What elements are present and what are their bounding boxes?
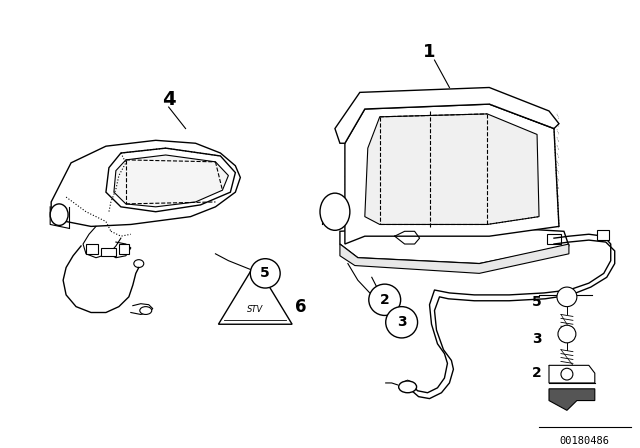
Circle shape xyxy=(561,368,573,380)
Text: 1: 1 xyxy=(423,43,436,61)
Polygon shape xyxy=(51,140,241,226)
Polygon shape xyxy=(365,114,539,224)
Polygon shape xyxy=(335,87,559,143)
Ellipse shape xyxy=(320,193,350,230)
Text: 4: 4 xyxy=(162,90,175,109)
Text: 3: 3 xyxy=(397,315,406,329)
Circle shape xyxy=(557,287,577,306)
Text: 5: 5 xyxy=(260,267,270,280)
Polygon shape xyxy=(218,263,292,324)
Polygon shape xyxy=(340,244,569,273)
Text: 2: 2 xyxy=(380,293,390,307)
Polygon shape xyxy=(340,224,569,263)
Text: 3: 3 xyxy=(532,332,542,346)
Ellipse shape xyxy=(140,306,152,314)
Text: 2: 2 xyxy=(532,366,542,380)
Bar xyxy=(86,244,98,254)
Circle shape xyxy=(558,325,576,343)
Bar xyxy=(547,234,561,244)
Bar xyxy=(101,248,116,256)
Ellipse shape xyxy=(50,204,68,225)
Text: STV: STV xyxy=(247,305,264,314)
Polygon shape xyxy=(549,365,595,383)
Circle shape xyxy=(369,284,401,315)
Ellipse shape xyxy=(134,260,144,267)
Polygon shape xyxy=(106,148,236,212)
Bar xyxy=(596,230,609,240)
Circle shape xyxy=(386,306,417,338)
Polygon shape xyxy=(114,155,228,207)
Polygon shape xyxy=(345,104,559,244)
Text: 5: 5 xyxy=(532,295,542,309)
Bar xyxy=(119,244,129,254)
Ellipse shape xyxy=(399,381,417,393)
Text: 6: 6 xyxy=(295,297,307,316)
Circle shape xyxy=(250,258,280,288)
Polygon shape xyxy=(549,389,595,410)
Text: 00180486: 00180486 xyxy=(560,436,610,446)
